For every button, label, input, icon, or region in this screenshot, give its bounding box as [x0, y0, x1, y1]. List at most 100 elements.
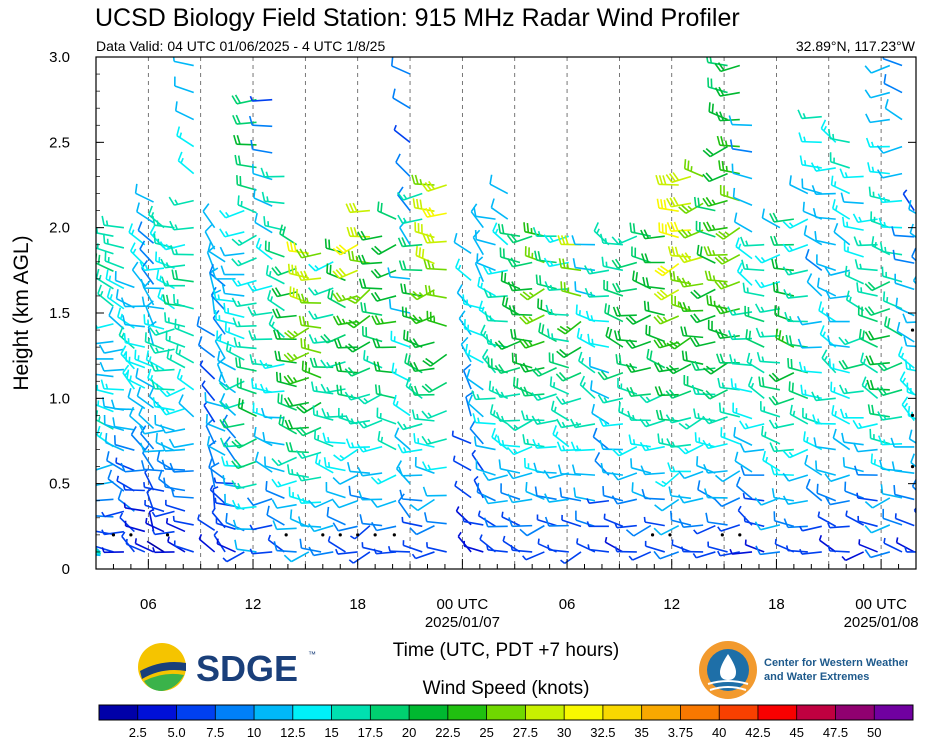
barb-staff [144, 471, 155, 491]
barb-feather [96, 425, 101, 436]
barb-feather [277, 351, 282, 361]
wind-barb [895, 297, 915, 317]
barb-half-feather [788, 451, 794, 457]
barb-feather [271, 267, 279, 276]
barb-feather [693, 337, 700, 347]
barb-half-feather [671, 441, 676, 447]
barb-half-feather [884, 246, 887, 253]
barb-staff [338, 525, 358, 532]
wind-barb [376, 407, 397, 425]
barb-feather [218, 400, 226, 410]
barb-feather [273, 541, 278, 551]
wind-barb [813, 437, 836, 451]
barb-feather [891, 226, 896, 236]
barb-feather [464, 343, 469, 354]
barb-feather [476, 253, 479, 263]
barb-staff [155, 441, 175, 452]
wind-barb [150, 361, 175, 372]
barb-feather [288, 419, 294, 429]
wind-barb [601, 256, 624, 272]
barb-feather [814, 231, 817, 241]
wind-barb [220, 265, 245, 276]
barb-feather [798, 361, 803, 372]
barb-half-feather [150, 211, 155, 218]
barb-feather [544, 493, 550, 503]
wind-barb [122, 315, 145, 328]
barb-feather [348, 319, 358, 327]
barb-half-feather [86, 542, 87, 547]
barb-staff [895, 306, 915, 317]
wind-barb [544, 516, 569, 527]
wind-barb [732, 187, 753, 207]
barb-feather [374, 291, 381, 301]
barb-feather [579, 375, 586, 386]
barb-feather [789, 175, 792, 185]
wind-barb [101, 529, 125, 536]
barb-half-feather [457, 264, 462, 271]
barb-half-feather [249, 548, 254, 554]
barb-feather [556, 327, 566, 335]
wind-barb [771, 258, 794, 272]
barb-feather [879, 361, 888, 370]
wind-barb [798, 132, 822, 144]
barb-feather [678, 278, 685, 288]
barb-staff [129, 415, 146, 430]
barb-half-feather [179, 132, 183, 138]
barb-half-feather [883, 221, 887, 228]
barb-feather [508, 305, 513, 315]
barb-feather [156, 451, 161, 461]
barb-half-feather [587, 544, 590, 550]
barb-feather [810, 162, 817, 172]
wind-barb [719, 184, 741, 202]
barb-feather [429, 233, 435, 243]
barb-feather [90, 335, 94, 344]
barb-half-feather [237, 482, 242, 489]
barb-feather [275, 308, 281, 318]
cw3e-name-line2: and Water Extremes [764, 671, 869, 683]
barb-feather [877, 411, 883, 421]
wind-barb [573, 487, 596, 502]
wind-barb [144, 499, 165, 513]
colorbar-label: 17.5 [358, 725, 383, 740]
barb-half-feather [160, 294, 164, 300]
wind-barb [702, 389, 728, 400]
wind-barb [640, 465, 665, 476]
wind-barb [231, 499, 257, 510]
barb-half-feather [802, 113, 807, 119]
wind-barb [494, 364, 521, 375]
wind-barb [486, 544, 508, 553]
barb-feather [248, 330, 253, 340]
wind-barb [741, 259, 765, 272]
barb-half-feather [123, 502, 126, 508]
wind-barb [754, 497, 781, 506]
colorbar-swatch [680, 705, 720, 720]
calm-point [373, 533, 377, 537]
barb-feather [415, 245, 418, 256]
barb-staff [135, 542, 154, 553]
barb-half-feather [632, 414, 636, 421]
barb-feather [705, 147, 714, 156]
wind-barb [219, 246, 245, 257]
wind-barb [617, 378, 638, 395]
barb-feather [821, 349, 828, 359]
barb-half-feather [486, 544, 489, 550]
barb-half-feather [765, 456, 769, 463]
wind-barb [665, 363, 692, 375]
barb-half-feather [454, 480, 458, 487]
barb-staff [210, 294, 226, 311]
barb-feather [758, 376, 762, 387]
calm-point [738, 533, 742, 537]
barb-half-feather [684, 423, 690, 428]
wind-barb [702, 415, 728, 425]
barb-feather [289, 509, 293, 519]
barb-feather [845, 290, 850, 301]
wind-barb [499, 247, 521, 264]
barb-staff [909, 232, 916, 239]
colorbar-swatch [292, 705, 333, 720]
barb-feather [510, 233, 518, 243]
barb-staff [203, 404, 216, 423]
barb-half-feather [217, 294, 220, 300]
barb-staff [805, 257, 823, 271]
barb-staff [252, 524, 273, 531]
